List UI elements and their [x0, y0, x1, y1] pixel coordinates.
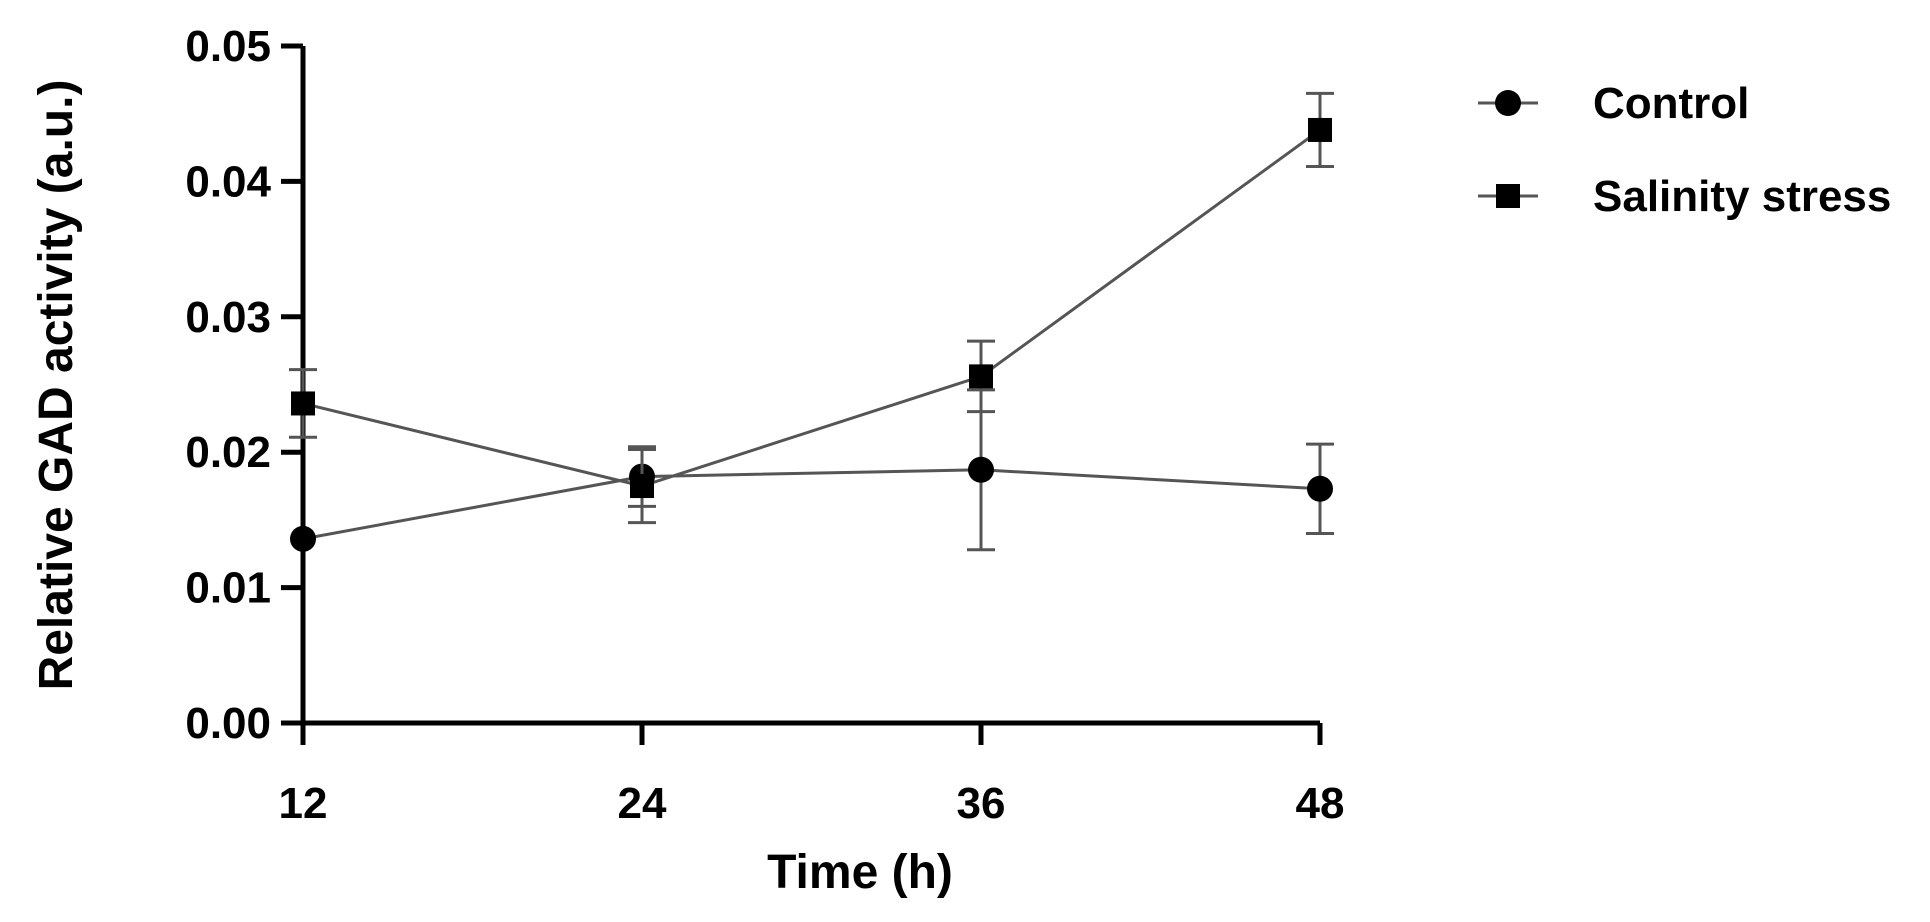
y-tick-label: 0.00 [185, 699, 271, 748]
legend-item: Control [1478, 79, 1749, 128]
y-axis-title: Relative GAD activity (a.u.) [30, 80, 83, 691]
series-control [290, 388, 1334, 552]
data-point [290, 525, 316, 552]
x-tick-label: 24 [618, 779, 667, 828]
legend-label: Control [1593, 79, 1749, 128]
data-point [968, 456, 994, 483]
y-tick-label: 0.01 [185, 564, 271, 613]
x-ticks: 12 24 36 48 [279, 723, 1345, 828]
y-tick-label: 0.05 [185, 22, 271, 71]
y-tick-label: 0.02 [185, 428, 271, 477]
axes [300, 46, 1320, 726]
y-tick-label: 0.04 [185, 157, 271, 206]
data-point [630, 474, 654, 499]
legend-item: Salinity stress [1478, 172, 1891, 221]
legend: Control Salinity stress [1478, 79, 1891, 221]
legend-marker [1496, 184, 1520, 208]
data-point [1308, 117, 1332, 142]
x-axis-title: Time (h) [767, 846, 953, 899]
data-point [291, 391, 315, 416]
x-tick-label: 12 [279, 779, 328, 828]
series-salinity-stress [289, 91, 1334, 525]
x-tick-label: 36 [957, 779, 1006, 828]
legend-marker [1495, 90, 1521, 116]
x-tick-label: 48 [1296, 779, 1345, 828]
series-line [302, 128, 1321, 488]
legend-label: Salinity stress [1593, 172, 1891, 221]
y-tick-label: 0.03 [185, 293, 271, 342]
data-point [1307, 475, 1333, 502]
data-point [969, 364, 993, 389]
y-ticks: 0.00 0.01 0.02 0.03 0.04 0.05 [185, 22, 303, 748]
series-line [302, 468, 1321, 541]
series-layer [289, 91, 1334, 552]
